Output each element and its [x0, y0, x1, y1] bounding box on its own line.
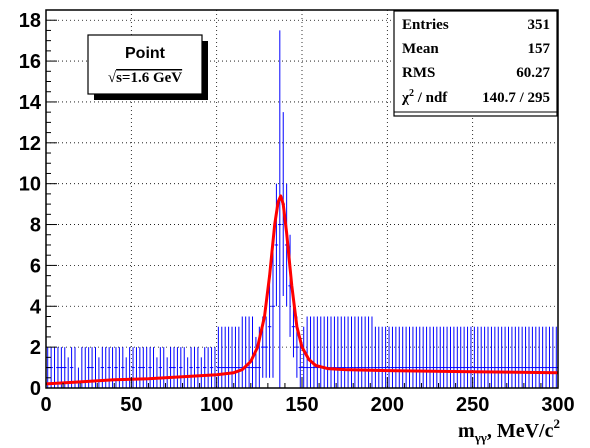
legend-frame — [87, 34, 203, 95]
y-tick-label: 10 — [19, 174, 41, 196]
x-axis-title: mγγ, MeV/c2 — [458, 416, 560, 445]
fit-curve-group — [45, 194, 559, 386]
y-tick-label: 8 — [30, 215, 41, 237]
y-tick-label: 12 — [19, 133, 41, 155]
x-tick-label: 150 — [285, 394, 318, 416]
y-tick-label: 0 — [30, 378, 41, 400]
stat-value-rms: 60.27 — [516, 65, 550, 81]
x-axis-title-sub: γγ — [474, 430, 487, 445]
chi-ndf-label: / ndf — [414, 90, 448, 106]
y-tick-label: 2 — [30, 337, 41, 359]
x-tick-label: 100 — [200, 394, 233, 416]
x-tick-label: 200 — [371, 394, 404, 416]
stat-label-mean: Mean — [402, 41, 439, 57]
x-tick-label: 0 — [40, 394, 51, 416]
chi-symbol: χ — [401, 90, 410, 106]
tick-labels: 0 50 100 150 200 250 300 0 2 4 6 8 10 12 14 16 18 — [19, 10, 575, 416]
x-tick-label: 300 — [541, 394, 574, 416]
x-axis-title-sup: 2 — [554, 416, 561, 431]
y-tick-label: 6 — [30, 255, 41, 277]
stat-value-chi2: 140.7 / 295 — [482, 90, 550, 106]
legend-box: Point √s=1.6 GeV — [87, 34, 208, 100]
y-tick-label: 16 — [19, 51, 41, 73]
y-tick-label: 4 — [30, 296, 42, 318]
chi-superscript: 2 — [409, 88, 414, 99]
legend-energy: √s=1.6 GeV — [108, 70, 182, 86]
stat-value-mean: 157 — [528, 41, 551, 57]
stats-box: Entries 351 Mean 157 RMS 60.27 χ2 / ndf … — [393, 10, 558, 117]
x-tick-label: 50 — [120, 394, 142, 416]
axis-ticks — [45, 19, 559, 389]
stat-label-chi2: χ2 / ndf — [401, 88, 448, 106]
stat-label-entries: Entries — [402, 17, 449, 33]
stat-value-entries: 351 — [528, 17, 551, 33]
histogram-bins — [46, 30, 558, 389]
x-axis-title-unit: , MeV/c — [487, 420, 554, 442]
y-tick-label: 18 — [19, 10, 41, 32]
fit-curve — [45, 194, 559, 386]
sqrt-symbol: √ — [108, 70, 117, 86]
y-tick-label: 14 — [19, 92, 42, 114]
stats-box-frame — [393, 10, 558, 117]
legend-title: Point — [125, 45, 166, 62]
x-axis-title-main: m — [458, 420, 475, 442]
stat-label-rms: RMS — [402, 65, 435, 81]
legend-energy-value: s=1.6 GeV — [116, 70, 182, 86]
x-tick-label: 250 — [456, 394, 489, 416]
